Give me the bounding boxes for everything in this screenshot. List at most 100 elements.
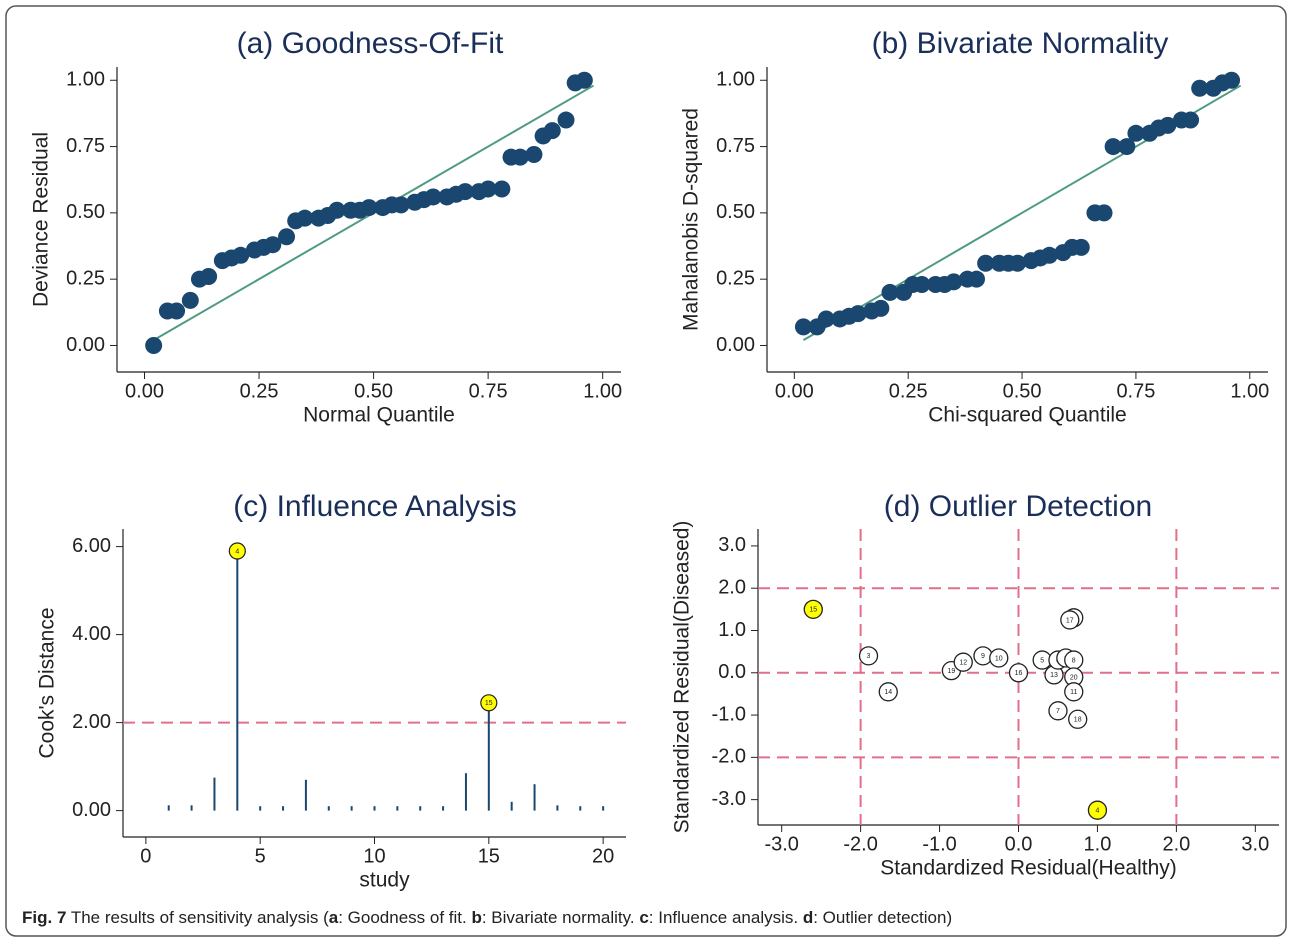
y-axis-title: Mahalanobis D-squared [680,108,703,331]
point [968,270,986,288]
point [1087,800,1108,820]
point [1182,111,1200,129]
point [817,310,835,328]
x-tick-label: 0.50 [354,380,393,402]
point [360,199,378,217]
point-label: 7 [1056,708,1060,715]
y-tick-label: 0.75 [66,135,105,157]
x-tick-label: 10 [363,845,385,867]
y-tick-label: 1.00 [66,69,105,91]
point-label: 11 [1070,689,1077,696]
x-axis-title: Chi-squared Quantile [928,404,1126,427]
figure-border [5,5,1287,937]
y-tick-label: 0.25 [66,267,105,289]
caption-part: The results of sensitivity analysis ( [66,908,329,927]
point [1127,124,1145,142]
point [525,146,543,164]
caption-part: : Outlier detection) [813,908,953,927]
point [953,652,973,672]
point-label: 15 [485,700,493,707]
point [264,236,282,254]
point-label: 3 [867,653,871,660]
point [543,122,561,140]
point [1104,138,1122,156]
x-tick-label: 15 [478,845,500,867]
point-label: 5 [1040,657,1044,664]
point [872,299,890,317]
y-tick-label: 0.75 [716,135,755,157]
point-label: 12 [959,660,967,667]
point [1191,79,1209,97]
point [479,180,497,198]
caption-part: d [802,908,814,927]
x-tick-label: 0.75 [469,380,508,402]
caption-part: b [471,908,482,927]
x-tick-label: 3.0 [1241,833,1269,855]
point [278,228,296,246]
x-tick-label: 0.00 [125,380,164,402]
point-label: 18 [1074,717,1082,724]
point [424,188,442,206]
caption-part: a [328,908,339,927]
point [145,336,163,354]
x-tick-label: 5 [255,845,266,867]
point-label: 10 [995,655,1003,662]
x-axis-title: study [359,869,410,892]
point [328,201,346,219]
x-tick-label: 0.25 [889,380,928,402]
y-tick-label: 2.0 [718,576,746,598]
caption: Fig. 7 The results of sensitivity analys… [22,908,952,928]
caption-part: c [639,908,649,927]
label-marker [228,542,246,560]
y-tick-label: 0.25 [716,267,755,289]
y-tick-label: 2.00 [72,711,111,733]
point [803,599,823,619]
y-tick-label: -2.0 [712,746,746,768]
point [181,291,199,309]
y-tick-label: 4.00 [72,623,111,645]
x-tick-label: -2.0 [843,833,877,855]
caption-fig: Fig. 7 [22,908,67,927]
chart-title: (d) Outlier Detection [884,490,1152,523]
point [878,682,898,702]
point [945,273,963,291]
y-tick-label: 3.0 [718,534,746,556]
x-tick-label: 0.00 [775,380,814,402]
x-tick-label: 0.75 [1116,380,1155,402]
point-label: 16 [1015,670,1023,677]
point [296,209,314,227]
point [1159,116,1177,134]
point [989,648,1009,668]
y-tick-label: 0.0 [718,661,746,683]
point [1064,682,1084,702]
point [1008,663,1029,683]
caption-part: : Bivariate normality. [481,908,640,927]
point-label: 20 [1070,674,1078,681]
point [1072,238,1090,256]
x-tick-label: -1.0 [922,833,956,855]
x-tick-label: 0 [140,845,151,867]
point [913,275,931,293]
point [1048,701,1068,721]
point-label: 4 [235,548,239,555]
point [1118,138,1136,156]
x-axis-title: Standardized Residual(Healthy) [880,857,1177,880]
caption-part: : Influence analysis. [648,908,803,927]
point [575,71,593,89]
point [493,180,511,198]
x-tick-label: 1.00 [1230,380,1269,402]
point [557,111,575,129]
y-axis-title: Deviance Residual [30,132,53,307]
x-tick-label: 2.0 [1162,833,1190,855]
point [1060,610,1080,630]
x-tick-label: 0.25 [240,380,279,402]
point [1095,204,1113,222]
point-label: 17 [1066,617,1074,624]
x-tick-label: 20 [592,845,614,867]
point [1009,254,1026,272]
y-tick-label: 0.50 [716,201,755,223]
x-tick-label: -3.0 [764,833,798,855]
x-tick-label: 1.00 [583,380,622,402]
y-tick-label: -3.0 [712,788,746,810]
